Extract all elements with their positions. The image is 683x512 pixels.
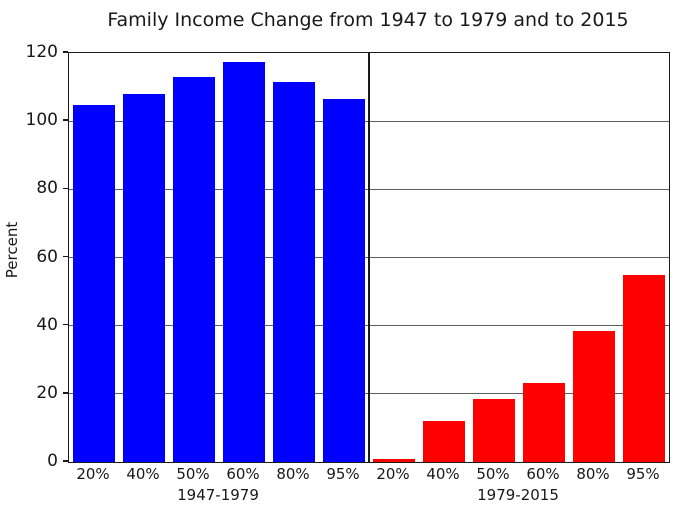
x-tick-label-1947-1979-60%: 60% [226, 465, 260, 483]
x-tick-label-1979-2015-40%: 40% [426, 465, 460, 483]
x-tick-label-1947-1979-80%: 80% [276, 465, 310, 483]
x-tick-label-1947-1979-50%: 50% [176, 465, 210, 483]
bar-1979-2015-20% [373, 458, 415, 462]
bar-1979-2015-80% [573, 330, 615, 462]
y-tick-mark-100 [63, 119, 68, 121]
group-label-1979-2015: 1979-2015 [477, 486, 559, 504]
chart-title: Family Income Change from 1947 to 1979 a… [107, 9, 629, 31]
y-tick-label-20: 20 [36, 382, 58, 403]
group-label-1947-1979: 1947-1979 [177, 486, 259, 504]
y-tick-label-40: 40 [36, 314, 58, 335]
x-tick-label-1947-1979-40%: 40% [126, 465, 160, 483]
y-tick-label-60: 60 [36, 246, 58, 267]
bar-1979-2015-40% [423, 420, 465, 462]
y-tick-label-0: 0 [47, 451, 58, 471]
y-tick-label-100: 100 [25, 110, 58, 131]
x-tick-label-1947-1979-20%: 20% [76, 465, 110, 483]
y-tick-mark-40 [63, 323, 68, 326]
group-separator-line [368, 53, 370, 462]
y-tick-label-80: 80 [36, 178, 58, 199]
bar-1947-1979-20% [73, 104, 115, 462]
bar-1979-2015-50% [473, 399, 515, 462]
bar-1947-1979-60% [223, 61, 265, 462]
plot-area [68, 52, 670, 463]
y-tick-mark-80 [63, 187, 68, 190]
bar-1979-2015-60% [523, 382, 565, 462]
y-tick-mark-0 [63, 460, 68, 462]
y-tick-mark-60 [63, 255, 68, 258]
bar-1947-1979-95% [323, 99, 365, 462]
x-tick-label-1979-2015-80%: 80% [576, 465, 610, 483]
bar-1947-1979-80% [273, 81, 315, 462]
bar-1979-2015-95% [623, 274, 665, 462]
y-tick-mark-20 [63, 392, 68, 394]
x-tick-label-1979-2015-50%: 50% [476, 465, 510, 483]
x-tick-label-1979-2015-95%: 95% [626, 465, 660, 483]
y-tick-mark-120 [63, 51, 68, 53]
x-tick-label-1947-1979-95%: 95% [326, 465, 360, 483]
y-tick-label-120: 120 [25, 42, 58, 62]
bar-1947-1979-40% [123, 93, 165, 462]
x-tick-label-1979-2015-20%: 20% [376, 465, 410, 483]
bar-1947-1979-50% [173, 76, 215, 462]
x-tick-label-1979-2015-60%: 60% [526, 465, 560, 483]
